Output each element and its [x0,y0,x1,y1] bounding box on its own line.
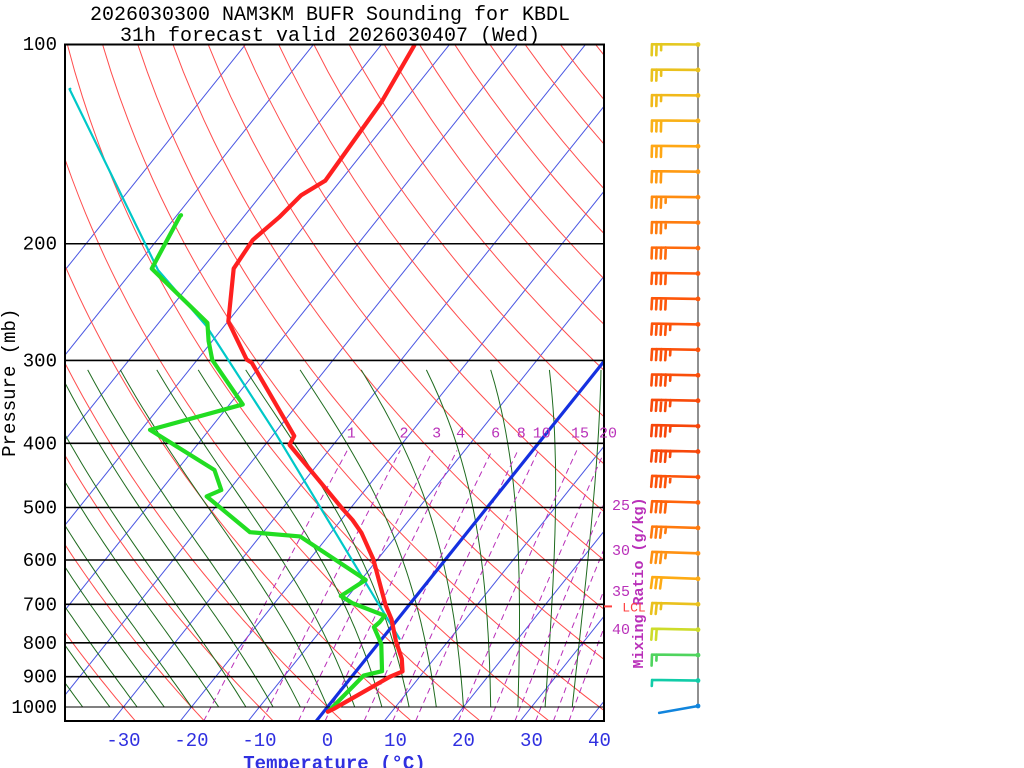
svg-text:0: 0 [322,730,333,752]
svg-text:500: 500 [23,498,57,520]
svg-text:20: 20 [599,425,617,442]
svg-text:35: 35 [612,584,630,601]
svg-text:800: 800 [23,633,57,655]
svg-text:700: 700 [23,594,57,616]
svg-text:Temperature (°C): Temperature (°C) [243,753,425,768]
svg-text:2: 2 [399,425,408,442]
svg-text:-30: -30 [106,730,140,752]
svg-text:1000: 1000 [11,697,57,719]
svg-text:15: 15 [571,425,589,442]
svg-text:4: 4 [456,425,465,442]
svg-text:-10: -10 [242,730,276,752]
svg-text:6: 6 [491,425,500,442]
svg-text:10: 10 [533,425,551,442]
svg-text:900: 900 [23,667,57,689]
svg-text:Pressure (mb): Pressure (mb) [0,309,21,457]
svg-text:31h forecast valid 2026030407: 31h forecast valid 2026030407 (Wed) [120,25,540,48]
svg-text:10: 10 [384,730,407,752]
svg-text:100: 100 [23,34,57,56]
svg-text:25: 25 [612,498,630,515]
svg-text:40: 40 [588,730,611,752]
svg-text:-20: -20 [174,730,208,752]
svg-text:400: 400 [23,433,57,455]
svg-text:20: 20 [452,730,475,752]
svg-text:30: 30 [520,730,543,752]
svg-text:3: 3 [432,425,441,442]
svg-text:2026030300 NAM3KM BUFR Soundin: 2026030300 NAM3KM BUFR Sounding for KBDL [90,4,570,27]
svg-text:30: 30 [612,543,630,560]
svg-text:LCL: LCL [622,600,645,615]
svg-text:40: 40 [612,622,630,639]
svg-text:600: 600 [23,550,57,572]
svg-text:8: 8 [517,425,526,442]
svg-text:300: 300 [23,350,57,372]
svg-text:200: 200 [23,234,57,256]
svg-text:Mixing Ratio (g/kg): Mixing Ratio (g/kg) [631,498,648,669]
svg-text:1: 1 [347,425,356,442]
